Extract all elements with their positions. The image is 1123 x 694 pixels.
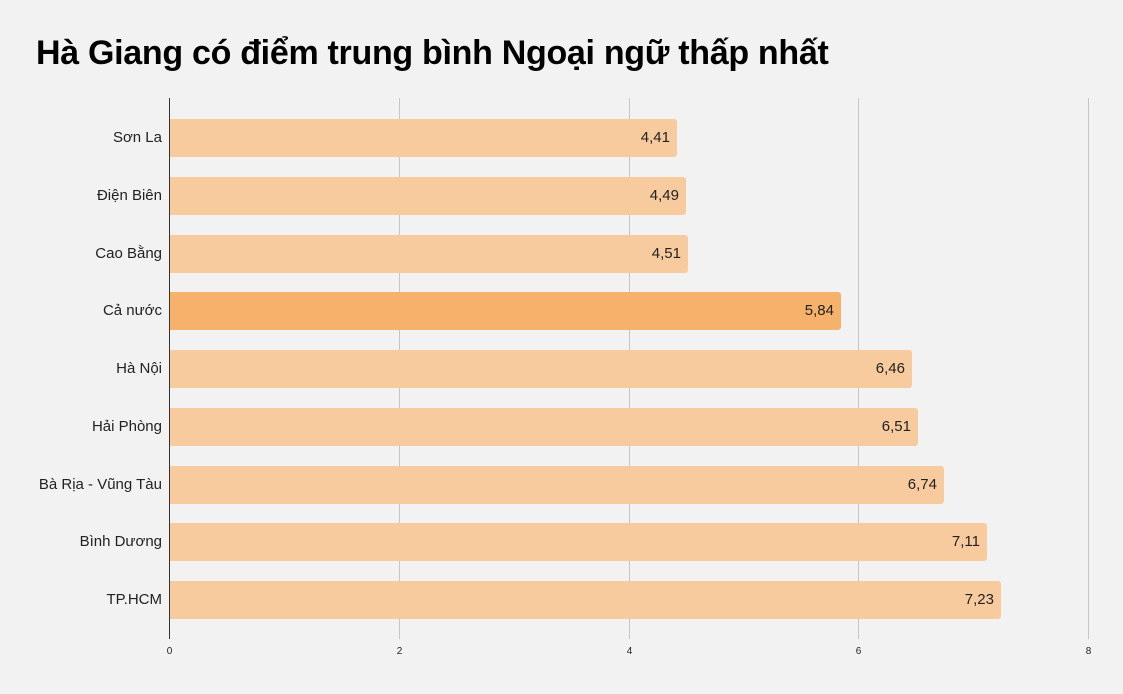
category-label: Sơn La [112,129,162,146]
bar-value-label: 6,51 [881,418,911,435]
x-tick-label: 6 [855,646,862,657]
bar: 6,51 [170,408,918,446]
bar: 4,49 [170,177,686,215]
gridline [1088,98,1089,639]
bar-value-label: 4,41 [640,129,670,146]
bar-value-label: 4,49 [649,187,679,204]
category-label: TP.HCM [106,591,162,608]
category-label: Bình Dương [79,533,162,550]
bar-value-label: 4,51 [651,245,681,262]
category-label: Cả nước [102,302,162,319]
bar-value-label: 7,23 [964,591,994,608]
category-label: Cao Bằng [95,245,162,262]
bar-value-label: 6,74 [907,476,937,493]
chart-title: Hà Giang có điểm trung bình Ngoại ngữ th… [36,34,829,72]
bar: 6,74 [170,466,944,504]
bar: 5,84 [170,292,841,330]
x-tick-label: 2 [396,646,403,657]
bar: 4,51 [170,235,688,273]
bar: 7,23 [170,581,1001,619]
category-label: Hà Nội [116,360,162,377]
bar: 7,11 [170,523,987,561]
bar-value-label: 6,46 [875,360,905,377]
y-axis-line [169,98,170,639]
bar: 4,41 [170,119,677,157]
x-tick-label: 0 [166,646,173,657]
bar: 6,46 [170,350,912,388]
category-label: Điện Biên [96,187,162,204]
category-label: Bà Rịa - Vũng Tàu [38,476,162,493]
x-tick-label: 8 [1085,646,1092,657]
category-label: Hải Phòng [91,418,162,435]
bar-value-label: 7,11 [951,533,980,550]
x-tick-label: 4 [626,646,633,657]
bar-value-label: 5,84 [804,302,834,319]
